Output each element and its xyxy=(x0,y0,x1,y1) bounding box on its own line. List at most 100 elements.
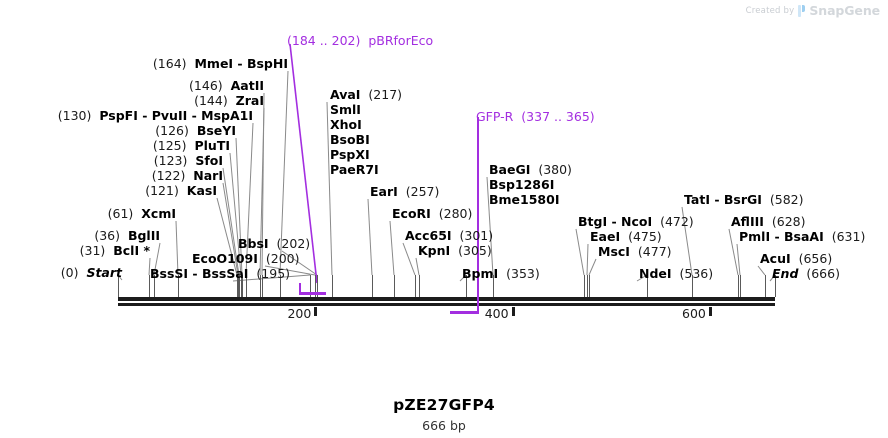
site-position: (305) xyxy=(458,243,492,258)
site-tick-ndei[interactable] xyxy=(647,275,648,297)
site-tick-xcmi[interactable] xyxy=(178,275,179,297)
site-label-l_31[interactable]: (31) BclI * xyxy=(80,244,150,258)
site-tick-eaei[interactable] xyxy=(587,275,588,297)
site-label-l_472[interactable]: BtgI - NcoI (472) xyxy=(578,215,694,229)
site-label-l_380c[interactable]: Bme1580I xyxy=(489,193,559,207)
feature-label-pbrforeco[interactable]: (184 .. 202) pBRforEco xyxy=(287,34,433,48)
site-label-l_301[interactable]: Acc65I (301) xyxy=(405,229,493,243)
leader-line-l_472 xyxy=(575,228,585,276)
site-label-l_380a[interactable]: BaeGI (380) xyxy=(489,163,572,177)
site-label-l_202[interactable]: BbsI (202) xyxy=(238,237,310,251)
site-enzyme-name: PspXI xyxy=(330,147,370,162)
site-tick-kpni[interactable] xyxy=(419,275,420,297)
site-position: (202) xyxy=(276,236,311,251)
site-tick-bsssi[interactable] xyxy=(310,275,311,297)
site-tick-bbsi[interactable] xyxy=(317,275,318,297)
site-tick-avai[interactable] xyxy=(332,275,333,297)
site-label-l_217a[interactable]: AvaI (217) xyxy=(330,88,402,102)
site-tick-mmei[interactable] xyxy=(280,275,281,297)
site-tick-afliii[interactable] xyxy=(738,275,739,297)
site-tick-pmli[interactable] xyxy=(740,275,741,297)
site-enzyme-name: AatII xyxy=(230,78,264,93)
site-enzyme-name: BsoBI xyxy=(330,132,370,147)
site-label-l_217f[interactable]: PaeR7I xyxy=(330,163,379,177)
site-enzyme-name: EcoRI xyxy=(392,206,431,221)
site-label-l_631[interactable]: PmlI - BsaAI (631) xyxy=(739,230,865,244)
site-position: (472) xyxy=(660,214,694,229)
site-enzyme-name: ZraI xyxy=(235,93,264,108)
site-enzyme-name: AcuI xyxy=(760,251,791,266)
plasmid-title-block: pZE27GFP4 666 bp xyxy=(0,396,888,433)
site-label-l_666[interactable]: End (666) xyxy=(772,267,840,281)
site-tick-bcli[interactable] xyxy=(149,275,150,297)
site-tick-ecoo109i[interactable] xyxy=(315,275,316,297)
ruler-tick-label: 400 xyxy=(484,306,509,321)
site-label-l_217c[interactable]: XhoI xyxy=(330,118,362,132)
site-tick-acc65i[interactable] xyxy=(415,275,416,297)
site-label-l_477[interactable]: MscI (477) xyxy=(598,245,672,259)
site-label-l_146[interactable]: (146) AatII xyxy=(189,79,264,93)
site-position: (31) xyxy=(79,243,106,258)
site-label-l_656[interactable]: AcuI (656) xyxy=(760,252,832,266)
site-tick-aatii[interactable] xyxy=(262,275,263,297)
feature-label-gfpr[interactable]: GFP-R (337 .. 365) xyxy=(476,110,595,124)
feature-bar-gfpr[interactable] xyxy=(450,311,479,314)
site-label-l_36[interactable]: (36) BglII xyxy=(94,229,160,243)
site-position: (121) xyxy=(145,183,179,198)
site-label-l_126[interactable]: (126) BseYI xyxy=(155,124,236,138)
site-tick-bpmi[interactable] xyxy=(466,275,467,297)
site-enzyme-name: SfoI xyxy=(195,153,223,168)
site-label-l_536[interactable]: NdeI (536) xyxy=(639,267,713,281)
site-label-l_130[interactable]: (130) PspFI - PvuII - MspA1I xyxy=(58,109,253,123)
site-enzyme-name: NarI xyxy=(193,168,223,183)
site-tick-tati[interactable] xyxy=(692,275,693,297)
site-label-l_217e[interactable]: PspXI xyxy=(330,148,370,162)
feature-bar-pbrforeco[interactable] xyxy=(299,292,326,295)
site-label-l_305[interactable]: KpnI (305) xyxy=(418,244,492,258)
site-label-l_582[interactable]: TatI - BsrGI (582) xyxy=(684,193,804,207)
site-tick-nari[interactable] xyxy=(238,275,239,297)
site-label-l_123[interactable]: (123) SfoI xyxy=(154,154,223,168)
site-tick-pspfi[interactable] xyxy=(246,275,247,297)
site-label-l_628[interactable]: AflIII (628) xyxy=(731,215,805,229)
site-tick-end[interactable] xyxy=(775,275,776,297)
site-label-l_122[interactable]: (122) NarI xyxy=(152,169,223,183)
site-label-l_217d[interactable]: BsoBI xyxy=(330,133,370,147)
site-tick-kasi[interactable] xyxy=(237,275,238,297)
site-label-l_195[interactable]: BssSI - BssSaI (195) xyxy=(150,267,290,281)
site-label-l_164[interactable]: (164) MmeI - BspHI xyxy=(153,57,288,71)
site-enzyme-name: PaeR7I xyxy=(330,162,379,177)
site-tick-eari[interactable] xyxy=(372,275,373,297)
site-tick-start[interactable] xyxy=(118,275,119,297)
site-enzyme-name: KpnI xyxy=(418,243,451,258)
site-tick-bglii[interactable] xyxy=(154,275,155,297)
site-label-l_257[interactable]: EarI (257) xyxy=(370,185,439,199)
watermark-created-by-label: Created by xyxy=(745,5,795,16)
site-tick-acui[interactable] xyxy=(765,275,766,297)
site-label-l_144[interactable]: (144) ZraI xyxy=(194,94,264,108)
site-label-l_200[interactable]: EcoO109I (200) xyxy=(192,252,299,266)
site-tick-pluti[interactable] xyxy=(241,275,242,297)
backbone-line-top xyxy=(118,297,775,301)
site-tick-bseyi[interactable] xyxy=(242,275,243,297)
site-tick-btgi[interactable] xyxy=(584,275,585,297)
site-position: (146) xyxy=(189,78,223,93)
site-label-l_475[interactable]: EaeI (475) xyxy=(590,230,662,244)
site-tick-ecori[interactable] xyxy=(394,275,395,297)
site-tick-sfoi[interactable] xyxy=(239,275,240,297)
site-label-l_217b[interactable]: SmlI xyxy=(330,103,361,117)
site-enzyme-name: BaeGI xyxy=(489,162,531,177)
site-position: (631) xyxy=(831,229,866,244)
site-tick-msci[interactable] xyxy=(589,275,590,297)
site-tick-baegi[interactable] xyxy=(493,275,494,297)
site-enzyme-name: XcmI xyxy=(141,206,176,221)
site-label-l_61[interactable]: (61) XcmI xyxy=(108,207,176,221)
site-label-l_280[interactable]: EcoRI (280) xyxy=(392,207,472,221)
site-label-l_380b[interactable]: Bsp1286I xyxy=(489,178,554,192)
site-label-l_125[interactable]: (125) PluTI xyxy=(153,139,230,153)
site-enzyme-name: EcoO109I xyxy=(192,251,258,266)
site-label-l_0[interactable]: (0) Start xyxy=(61,266,122,280)
site-tick-zrai[interactable] xyxy=(260,275,261,297)
site-label-l_353[interactable]: BpmI (353) xyxy=(462,267,540,281)
site-label-l_121[interactable]: (121) KasI xyxy=(145,184,217,198)
